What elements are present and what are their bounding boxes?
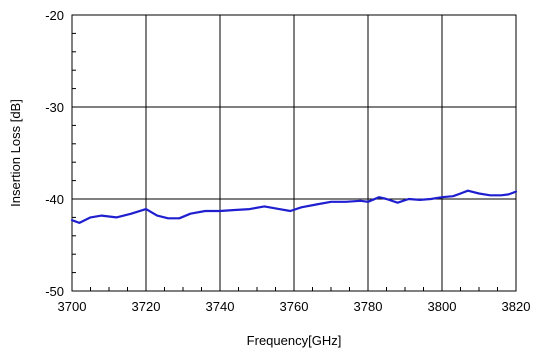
- y-tick-label: -40: [45, 192, 64, 207]
- x-tick-label: 3740: [206, 299, 235, 314]
- tick-marks: [71, 14, 517, 292]
- x-tick-label: 3720: [132, 299, 161, 314]
- y-axis-label: Insertion Loss [dB]: [8, 99, 23, 207]
- x-axis-label: Frequency[GHz]: [247, 333, 342, 348]
- x-tick-label: 3760: [280, 299, 309, 314]
- x-tick-label: 3800: [428, 299, 457, 314]
- x-tick-label: 3820: [502, 299, 531, 314]
- series-group: [70, 189, 518, 224]
- y-tick-label: -30: [45, 100, 64, 115]
- x-tick-label: 3700: [58, 299, 87, 314]
- x-tick-label: 3780: [354, 299, 383, 314]
- y-tick-label: -50: [45, 284, 64, 299]
- y-tick-label: -20: [45, 8, 64, 23]
- gridlines: [72, 15, 516, 291]
- series-line: [70, 189, 518, 224]
- y-tick-labels: -50 -40 -30 -20: [45, 8, 64, 299]
- x-tick-labels: 3700 3720 3740 3760 3780 3800 3820: [58, 299, 531, 314]
